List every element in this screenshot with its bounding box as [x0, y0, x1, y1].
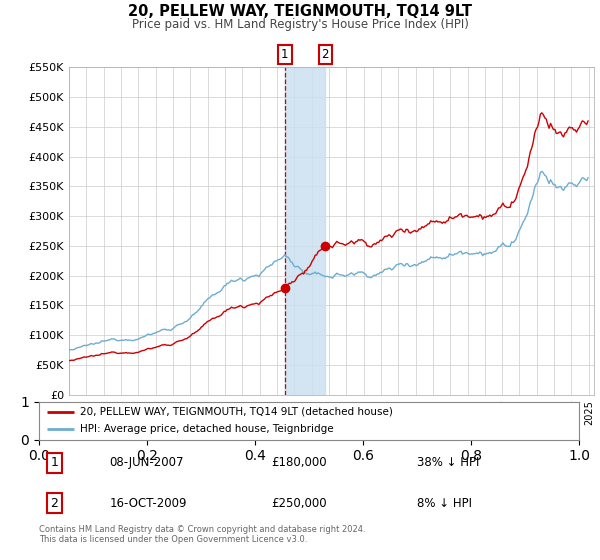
Text: Price paid vs. HM Land Registry's House Price Index (HPI): Price paid vs. HM Land Registry's House …	[131, 18, 469, 31]
Text: £180,000: £180,000	[271, 456, 327, 469]
Text: 2: 2	[322, 48, 329, 60]
Text: This data is licensed under the Open Government Licence v3.0.: This data is licensed under the Open Gov…	[39, 535, 307, 544]
Text: 20, PELLEW WAY, TEIGNMOUTH, TQ14 9LT: 20, PELLEW WAY, TEIGNMOUTH, TQ14 9LT	[128, 4, 472, 19]
Text: £250,000: £250,000	[271, 497, 327, 510]
Text: 8% ↓ HPI: 8% ↓ HPI	[417, 497, 472, 510]
Bar	[285, 67, 325, 395]
Text: Contains HM Land Registry data © Crown copyright and database right 2024.: Contains HM Land Registry data © Crown c…	[39, 525, 365, 534]
Text: 1: 1	[281, 48, 289, 60]
Text: HPI: Average price, detached house, Teignbridge: HPI: Average price, detached house, Teig…	[79, 424, 333, 435]
Text: 16-OCT-2009: 16-OCT-2009	[109, 497, 187, 510]
Text: 08-JUN-2007: 08-JUN-2007	[109, 456, 184, 469]
Text: 38% ↓ HPI: 38% ↓ HPI	[417, 456, 479, 469]
Text: 20, PELLEW WAY, TEIGNMOUTH, TQ14 9LT (detached house): 20, PELLEW WAY, TEIGNMOUTH, TQ14 9LT (de…	[79, 407, 392, 417]
Text: 1: 1	[50, 456, 58, 469]
Text: 2: 2	[50, 497, 58, 510]
